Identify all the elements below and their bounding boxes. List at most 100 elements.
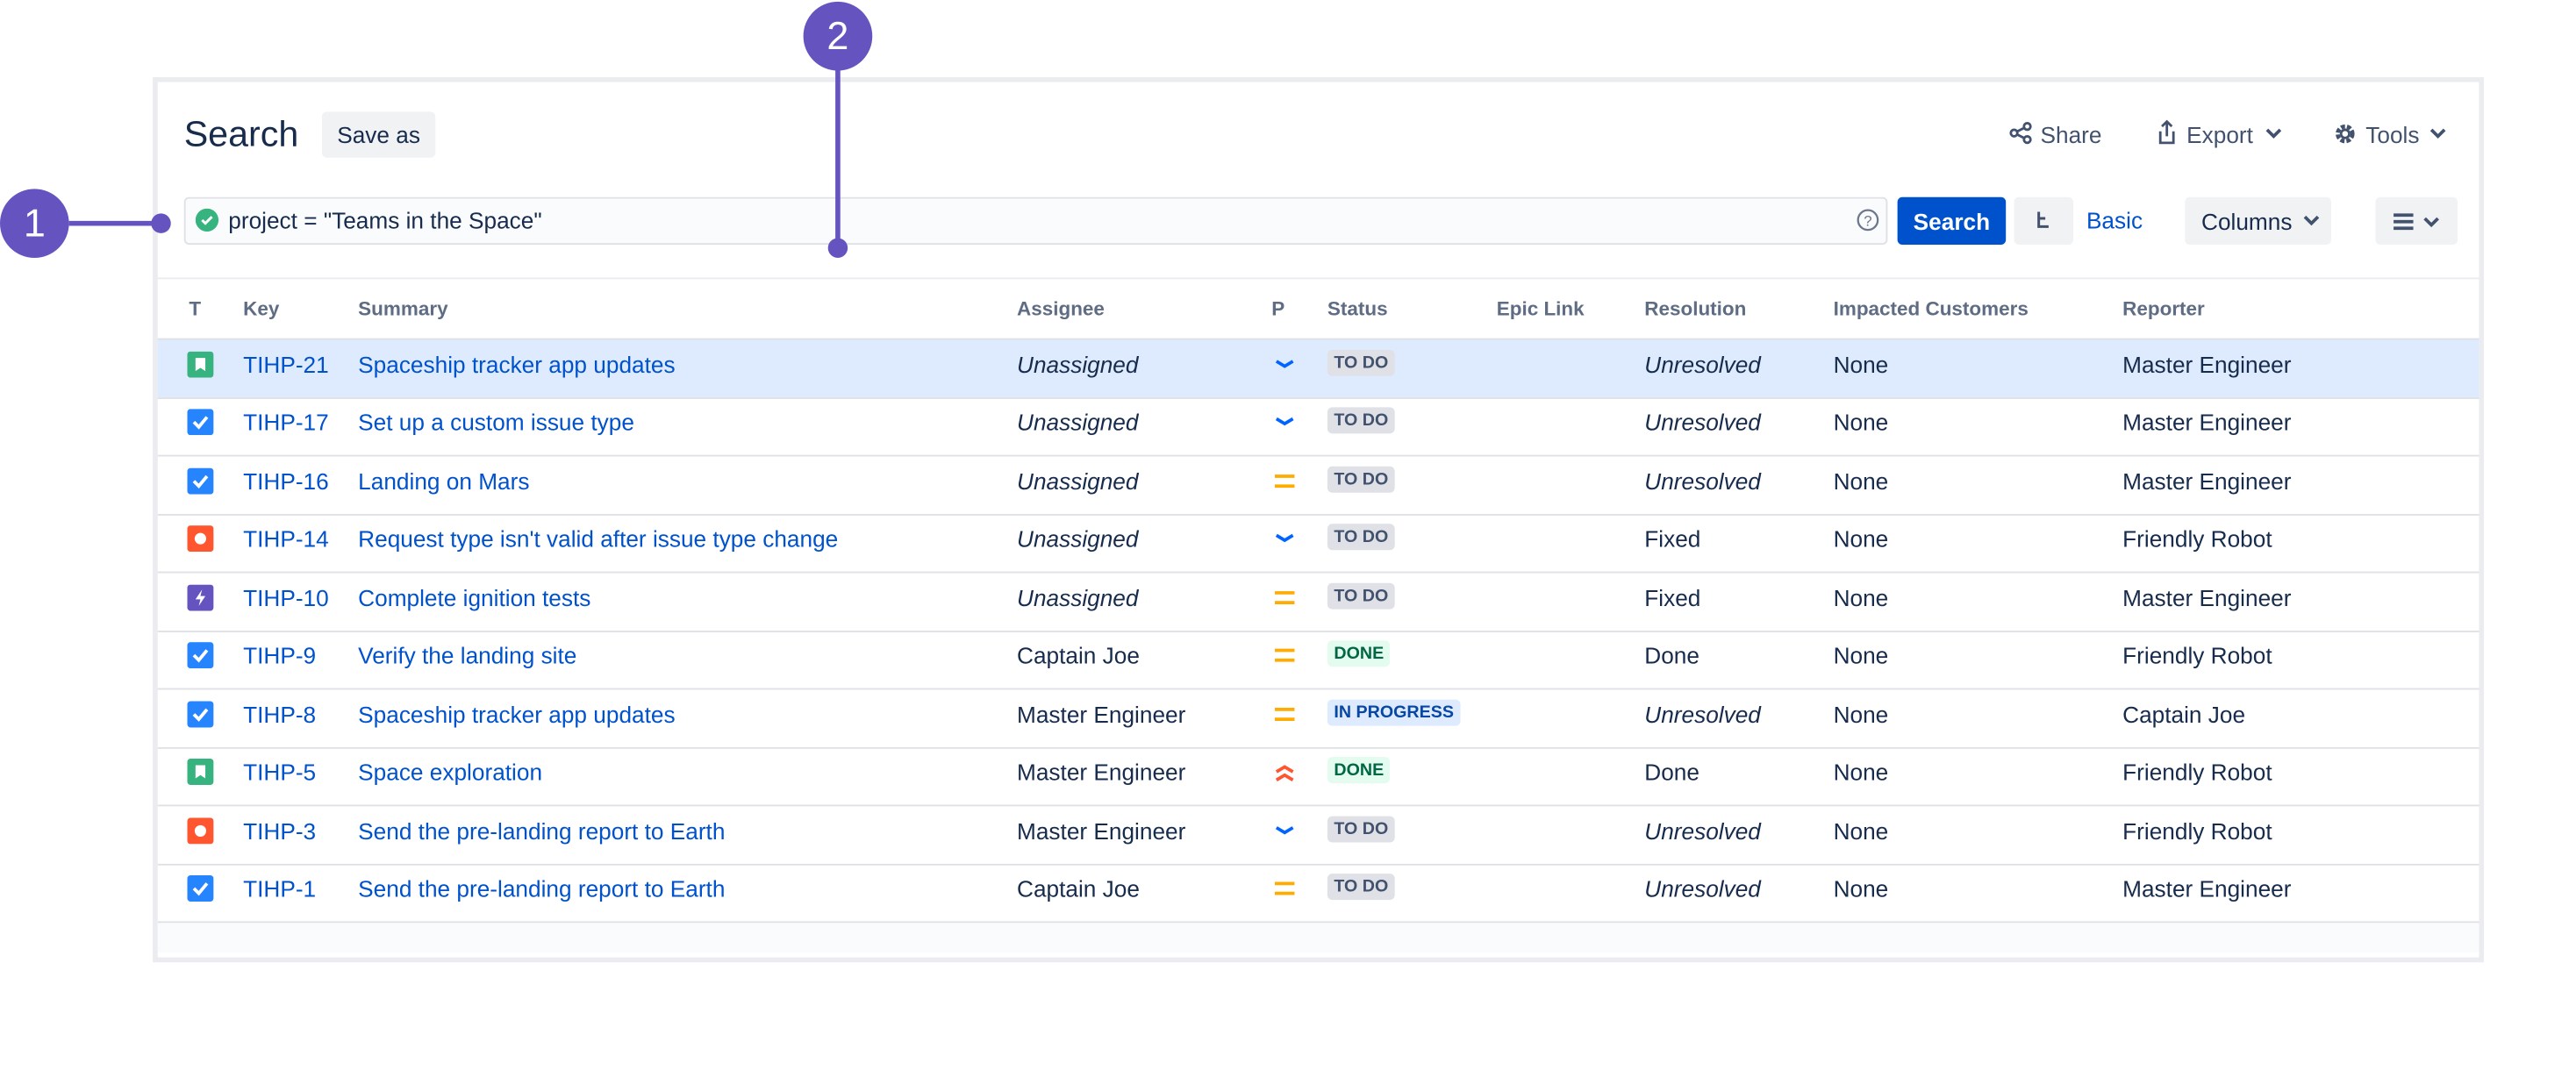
- table-row[interactable]: [157, 862, 2479, 921]
- resolution: Done: [1644, 642, 1699, 669]
- priority-icon: [1273, 410, 1296, 433]
- columns-label: Columns: [2201, 207, 2293, 234]
- issue-key[interactable]: TIHP-8: [243, 700, 317, 727]
- issue-summary[interactable]: Spaceship tracker app updates: [358, 700, 676, 727]
- table-row[interactable]: [157, 513, 2479, 571]
- type-icon: [187, 874, 214, 902]
- issue-key[interactable]: TIHP-17: [243, 409, 329, 436]
- reporter: Master Engineer: [2122, 467, 2292, 494]
- priority-icon: [1273, 818, 1296, 841]
- jql-query: project = "Teams in the Space": [228, 206, 542, 233]
- issue-summary[interactable]: Space exploration: [358, 759, 543, 786]
- reporter: Master Engineer: [2122, 874, 2292, 902]
- issue-key[interactable]: TIHP-16: [243, 467, 329, 494]
- impacted-customers: None: [1833, 759, 1889, 786]
- column-header: Epic Link: [1496, 296, 1585, 321]
- priority-icon: [1273, 702, 1296, 724]
- type-icon: [187, 525, 214, 553]
- issue-summary[interactable]: Spaceship tracker app updates: [358, 350, 676, 377]
- table-row[interactable]: [157, 338, 2479, 397]
- priority-icon: [1273, 760, 1296, 783]
- status-lozenge: TO DO: [1327, 581, 1395, 609]
- chevron: [2265, 128, 2282, 139]
- callouts: 1 2: [0, 1, 873, 258]
- assignee: Captain Joe: [1017, 642, 1140, 669]
- issue-summary[interactable]: Set up a custom issue type: [358, 409, 634, 436]
- resolution: Fixed: [1644, 525, 1701, 553]
- issue-key[interactable]: TIHP-5: [243, 759, 317, 786]
- impacted-customers: None: [1833, 817, 1889, 844]
- tools-action[interactable]: Tools: [2365, 121, 2420, 148]
- type-icon-svg: [187, 700, 214, 727]
- basic-mode-link[interactable]: Basic: [2086, 206, 2143, 233]
- switch-button[interactable]: [2014, 196, 2073, 245]
- type-icon-svg: [187, 583, 214, 610]
- issue-key[interactable]: TIHP-3: [243, 817, 317, 844]
- status-lozenge: DONE: [1327, 640, 1391, 667]
- jql-input[interactable]: [183, 196, 1888, 245]
- impacted-customers: None: [1833, 583, 1889, 610]
- reporter: Friendly Robot: [2122, 817, 2272, 844]
- search-button[interactable]: Search: [1897, 196, 2007, 245]
- assignee: Master Engineer: [1017, 759, 1186, 786]
- issue-key[interactable]: TIHP-10: [243, 583, 329, 610]
- view-menu-button[interactable]: [2375, 196, 2458, 245]
- export-action[interactable]: Export: [2186, 121, 2253, 148]
- table-row[interactable]: [157, 396, 2479, 454]
- column-header: Status: [1327, 296, 1388, 321]
- issue-summary[interactable]: Send the pre-landing report to Earth: [358, 817, 726, 844]
- issue-key[interactable]: TIHP-1: [243, 874, 317, 902]
- table-row[interactable]: [157, 688, 2479, 746]
- issue-summary[interactable]: Send the pre-landing report to Earth: [358, 874, 726, 902]
- impacted-customers: None: [1833, 700, 1889, 727]
- priority-icon: [1273, 644, 1296, 667]
- reporter: Master Engineer: [2122, 583, 2292, 610]
- share-action[interactable]: Share: [2040, 121, 2102, 148]
- type-icon-svg: [187, 350, 214, 377]
- issue-summary[interactable]: Landing on Mars: [358, 467, 530, 494]
- save-as-button[interactable]: Save as: [321, 111, 436, 158]
- table-row[interactable]: [157, 454, 2479, 513]
- page-title: Search: [183, 113, 299, 155]
- resolution: Unresolved: [1644, 874, 1761, 902]
- priority-icon-svg: [1275, 765, 1294, 781]
- table-row[interactable]: [157, 630, 2479, 688]
- type-icon-svg: [187, 642, 214, 669]
- table-row[interactable]: [157, 746, 2479, 804]
- issue-summary[interactable]: Verify the landing site: [358, 642, 577, 669]
- impacted-customers: None: [1833, 525, 1889, 553]
- resolution: Fixed: [1644, 583, 1701, 610]
- priority-icon: [1273, 877, 1296, 900]
- issue-key[interactable]: TIHP-9: [243, 642, 317, 669]
- priority-icon-svg: [1275, 825, 1294, 834]
- status-lozenge: TO DO: [1327, 348, 1395, 375]
- issue-summary[interactable]: Request type isn't valid after issue typ…: [358, 525, 839, 553]
- resolution: Done: [1644, 759, 1699, 786]
- status-lozenge: TO DO: [1327, 407, 1395, 434]
- priority-icon-svg: [1274, 590, 1295, 604]
- search-panel: [153, 77, 2485, 963]
- impacted-customers: None: [1833, 350, 1889, 377]
- table-footer: [157, 923, 2479, 952]
- table-row[interactable]: [157, 571, 2479, 630]
- switch-icon: [2037, 210, 2049, 227]
- table-row[interactable]: [157, 804, 2479, 862]
- divider: [157, 277, 2479, 280]
- status-lozenge: DONE: [1327, 757, 1391, 784]
- issue-key[interactable]: TIHP-21: [243, 350, 329, 377]
- resolution: Unresolved: [1644, 467, 1761, 494]
- column-header: Impacted Customers: [1833, 296, 2029, 321]
- column-header: P: [1271, 296, 1285, 321]
- column-header: Assignee: [1017, 296, 1105, 321]
- assignee: Unassigned: [1017, 583, 1139, 610]
- resolution: Unresolved: [1644, 350, 1761, 377]
- issue-key[interactable]: TIHP-14: [243, 525, 329, 553]
- columns-button[interactable]: Columns: [2185, 196, 2331, 245]
- svg-text:?: ?: [1864, 212, 1871, 229]
- priority-icon: [1273, 527, 1296, 550]
- priority-icon-svg: [1275, 533, 1294, 543]
- issue-summary[interactable]: Complete ignition tests: [358, 583, 591, 610]
- assignee: Master Engineer: [1017, 817, 1186, 844]
